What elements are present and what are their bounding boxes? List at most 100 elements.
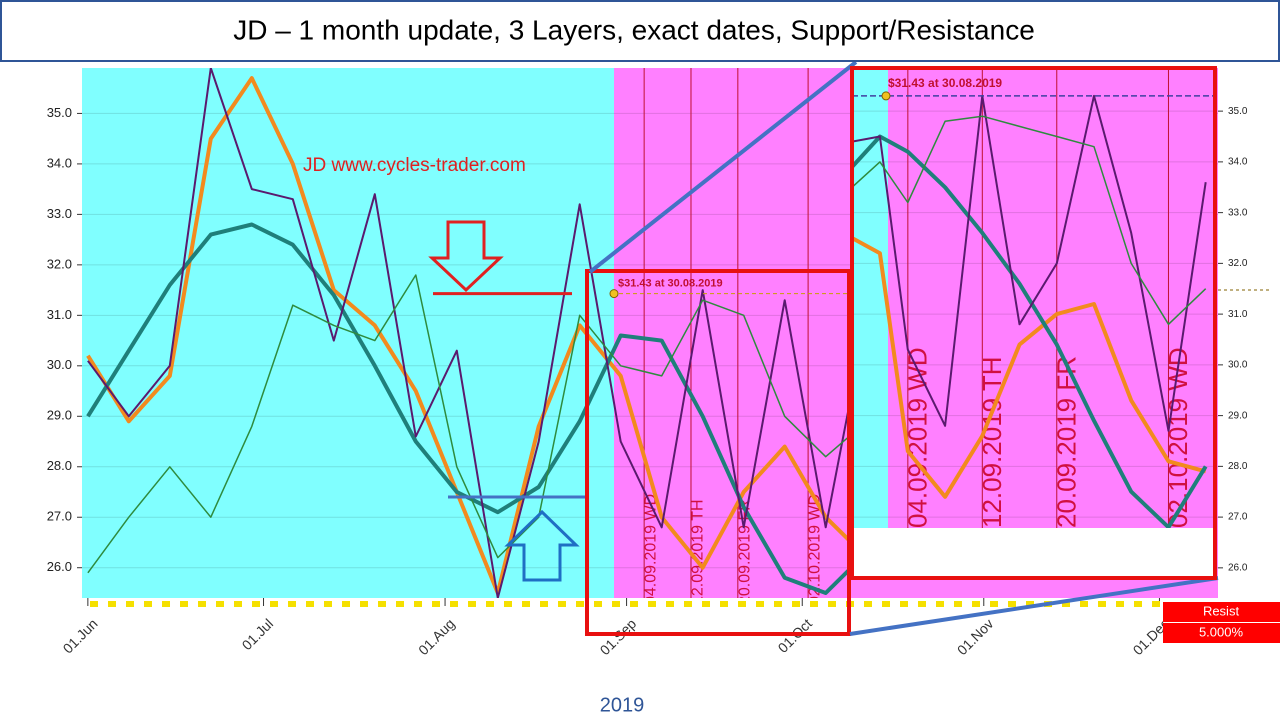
title-box	[0, 0, 1280, 62]
day-marker	[630, 601, 638, 607]
cycle-label: 04.09.2019 WD	[643, 494, 660, 605]
resist-value-cell	[1163, 623, 1280, 643]
day-marker	[576, 601, 584, 607]
y-tick-label: 34.0	[47, 155, 72, 170]
y-tick-label: 35.0	[1228, 106, 1248, 117]
y-tick-label: 33.0	[47, 206, 72, 221]
day-marker	[486, 601, 494, 607]
zoom-connector	[588, 60, 858, 274]
day-marker	[468, 601, 476, 607]
zoom-source-frame	[585, 269, 851, 636]
level-marker	[609, 289, 619, 299]
cycle-label: 02.10.2019 WD	[1163, 347, 1193, 528]
history-zone	[82, 68, 614, 598]
day-marker	[594, 601, 602, 607]
day-marker	[360, 601, 368, 607]
zoom-panel	[852, 68, 1215, 578]
y-tick-label: 31.0	[1228, 309, 1248, 320]
day-marker	[306, 601, 314, 607]
resist-label: Resist	[1203, 603, 1240, 618]
day-marker	[234, 601, 242, 607]
series-line	[852, 236, 1207, 499]
day-marker	[900, 601, 908, 607]
day-marker	[162, 601, 170, 607]
day-marker	[918, 601, 926, 607]
day-marker	[144, 601, 152, 607]
day-marker	[198, 601, 206, 607]
day-marker	[342, 601, 350, 607]
zoom-frame	[850, 66, 1217, 580]
y-tick-label: 33.0	[1228, 207, 1248, 218]
cycle-label: 12.09.2019 TH	[689, 499, 706, 605]
page-title: JD – 1 month update, 3 Layers, exact dat…	[233, 14, 1035, 45]
day-marker	[828, 601, 836, 607]
y-tick-label: 27.0	[47, 509, 72, 524]
day-marker	[288, 601, 296, 607]
day-marker	[648, 601, 656, 607]
cycle-label: 20.09.2019 FR	[736, 499, 753, 605]
series-line	[87, 274, 868, 574]
day-marker	[90, 601, 98, 607]
day-marker	[612, 601, 620, 607]
day-marker	[252, 601, 260, 607]
day-marker	[432, 601, 440, 607]
resistance-arrow	[428, 220, 504, 293]
day-marker	[882, 601, 890, 607]
day-marker	[126, 601, 134, 607]
day-marker	[990, 601, 998, 607]
series-line	[852, 94, 1207, 432]
day-marker	[756, 601, 764, 607]
y-tick-label: 30.0	[1228, 360, 1248, 371]
y-tick-label: 26.0	[47, 559, 72, 574]
zoom-axis-strip	[852, 528, 1215, 578]
day-marker	[792, 601, 800, 607]
day-marker	[864, 601, 872, 607]
day-marker	[1008, 601, 1016, 607]
day-marker	[666, 601, 674, 607]
day-marker	[1062, 601, 1070, 607]
day-marker	[216, 601, 224, 607]
day-marker	[1152, 601, 1160, 607]
y-tick-label: 30.0	[47, 357, 72, 372]
day-marker	[108, 601, 116, 607]
cycle-label: 02.10.2019 WD	[807, 494, 824, 605]
zoom-plot: 04.09.2019 WD 12.09.2019 TH 20.09.2019 FR 0…	[852, 68, 1215, 578]
day-marker	[1026, 601, 1034, 607]
y-tick-label: 35.0	[47, 105, 72, 120]
y-tick-label: 32.0	[1228, 258, 1248, 269]
level-label: $31.43 at 30.08.2019	[618, 278, 723, 290]
watermark: JD www.cycles-trader.com	[303, 155, 526, 176]
day-marker	[1080, 601, 1088, 607]
day-marker	[954, 601, 962, 607]
day-marker	[378, 601, 386, 607]
y-tick-label: 31.0	[47, 307, 72, 322]
day-marker	[1134, 601, 1142, 607]
series-line	[852, 115, 1207, 326]
day-marker	[180, 601, 188, 607]
day-marker	[540, 601, 548, 607]
y-tick-label: 26.0	[1228, 562, 1248, 573]
zoom-connector	[849, 576, 1219, 636]
x-axis-title: 2019	[600, 694, 645, 716]
day-marker	[324, 601, 332, 607]
series-line	[86, 76, 869, 595]
day-marker	[1116, 601, 1124, 607]
day-marker	[522, 601, 530, 607]
y-tick-label: 29.0	[1228, 410, 1248, 421]
day-marker	[774, 601, 782, 607]
series-line	[87, 68, 868, 598]
day-marker	[972, 601, 980, 607]
day-marker	[450, 601, 458, 607]
day-marker	[720, 601, 728, 607]
day-marker	[738, 601, 746, 607]
day-marker	[414, 601, 422, 607]
day-marker	[396, 601, 404, 607]
day-marker	[810, 601, 818, 607]
day-marker	[504, 601, 512, 607]
y-tick-label: 29.0	[47, 408, 72, 423]
day-marker	[936, 601, 944, 607]
y-tick-label: 28.0	[47, 458, 72, 473]
day-marker	[1098, 601, 1106, 607]
